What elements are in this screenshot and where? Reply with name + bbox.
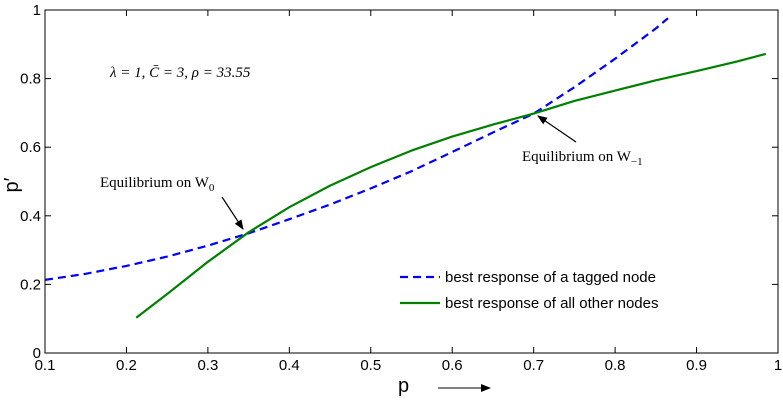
x-axis-label: p — [398, 375, 409, 397]
legend-label-tagged-node: best response of a tagged node — [445, 269, 656, 286]
x-tick-label: 0.8 — [605, 357, 626, 374]
y-axis-label: p′ — [1, 177, 23, 192]
x-ticks: 0.1 0.2 0.3 0.4 0.5 0.6 0.7 0.8 0.9 1 — [35, 10, 782, 374]
plot-area — [44, 9, 779, 354]
y-tick-label: 1 — [33, 2, 41, 19]
series-layer — [44, 17, 767, 319]
x-tick-label: 0.6 — [442, 357, 463, 374]
y-tick-label: 0 — [33, 345, 41, 362]
annotation-w0: Equilibrium on W0 — [100, 175, 215, 194]
x-tick-label: 0.3 — [197, 357, 218, 374]
x-tick-label: 0.5 — [360, 357, 381, 374]
annotation-w0-arrow — [221, 196, 244, 230]
x-tick-label: 0.9 — [686, 357, 707, 374]
annotation-w-1: Equilibrium on W−1 — [522, 149, 643, 168]
y-ticks: 0 0.2 0.4 0.6 0.8 1 — [20, 2, 778, 362]
y-tick-label: 0.4 — [20, 208, 41, 225]
series-line-other-nodes — [135, 52, 767, 319]
y-tick-label: 0.2 — [20, 276, 41, 293]
y-tick-label: 0.8 — [20, 71, 41, 88]
annotation-w-1-arrow — [537, 115, 577, 143]
legend-label-other-nodes: best response of all other nodes — [445, 295, 658, 312]
x-tick-label: 1 — [774, 357, 782, 374]
x-tick-label: 0.7 — [523, 357, 544, 374]
x-tick-label: 0.1 — [35, 357, 56, 374]
x-tick-label: 0.4 — [279, 357, 300, 374]
series-line-tagged-node — [44, 17, 669, 281]
parameter-text: λ = 1, C̄ = 3, ρ = 33.55 — [109, 65, 251, 81]
y-tick-label: 0.6 — [20, 139, 41, 156]
x-tick-label: 0.2 — [116, 357, 137, 374]
legend: best response of a tagged node best resp… — [400, 269, 658, 312]
